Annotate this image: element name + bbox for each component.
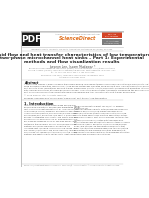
Text: Tel.: +1 765 494 5705; fax: +1 765 494 0539: Tel.: +1 765 494 5705; fax: +1 765 494 0… — [50, 72, 94, 73]
Text: HEAT AND
MASS TRANSFER: HEAT AND MASS TRANSFER — [105, 34, 119, 37]
Text: A new cooling scheme is proposed where the primary working fluid flowing through: A new cooling scheme is proposed where t… — [24, 84, 149, 85]
Bar — [102, 39, 122, 45]
Text: microprocessors exceeding 100 W, high-performance ra-: microprocessors exceeding 100 W, high-pe… — [24, 119, 78, 120]
Text: methods have been explored for dissipating the: methods have been explored for dissipati… — [24, 126, 70, 127]
Text: PDF: PDF — [21, 35, 41, 44]
Text: with single-phase systems at comparable pumping power. The system demonstrates t: with single-phase systems at comparable … — [24, 90, 149, 91]
Text: Boiling and Two-Phase Flow Laboratory (BTPFL), Purdue University International E: Boiling and Two-Phase Flow Laboratory (B… — [29, 67, 115, 69]
Text: Received 5 June 2007; received in revised form 16 February 2008: Received 5 June 2007; received in revise… — [41, 75, 103, 76]
Text: devices to integrated VLSI circuits, and now to high-end: devices to integrated VLSI circuits, and… — [24, 117, 77, 118]
Text: ics packaging: device, assembly, and module. Reduction: ics packaging: device, assembly, and mod… — [24, 111, 78, 112]
Text: have pushed heat dissipation from about 1 W for early: have pushed heat dissipation from about … — [24, 115, 76, 116]
Text: doi:10.1016/j.ijheatmasstransfer.2008.02.019   0017-9310/$ - see front matter © : doi:10.1016/j.ijheatmasstransfer.2008.02… — [24, 165, 120, 167]
Text: INTERNATIONAL JOURNAL OF HEAT AND MASS TRANSFER xx (2008) xxx-xxx: INTERNATIONAL JOURNAL OF HEAT AND MASS T… — [31, 48, 113, 50]
Text: heat fluxes to study flow patterns and heat transfer mechanisms. Results indicat: heat fluxes to study flow patterns and h… — [24, 88, 149, 89]
Text: methods and flow visualization results: methods and flow visualization results — [24, 60, 120, 64]
Bar — [102, 32, 122, 38]
Text: using a primary refrigeration cooling cycle. A flow-boiling system was simulated: using a primary refrigeration cooling cy… — [24, 86, 149, 87]
Text: optimizing channel geometry, developing new working: optimizing channel geometry, developing … — [74, 123, 127, 125]
Text: have been the primary obstacles to widespread utilization: have been the primary obstacles to wides… — [74, 132, 129, 133]
Text: sion cooling, jet impingement and spray cooling. These: sion cooling, jet impingement and spray … — [24, 132, 77, 133]
Text: to single-phase liquid flow makes two-phase micro-: to single-phase liquid flow makes two-ph… — [74, 111, 123, 112]
Text: dar modules exceeding 1000 W, and high-energy laser: dar modules exceeding 1000 W, and high-e… — [24, 121, 77, 122]
Text: of two-phase microchannel heat sinks.: of two-phase microchannel heat sinks. — [74, 134, 111, 135]
Text: two-phase microchannel heat sinks – Part 1: Experimental: two-phase microchannel heat sinks – Part… — [0, 56, 144, 60]
Text: Abstract: Abstract — [24, 81, 39, 85]
Text: in microelectronic feature sizes and higher clock speeds: in microelectronic feature sizes and hig… — [24, 113, 77, 114]
Text: Despite these advantages, practical applications of two-: Despite these advantages, practical appl… — [74, 115, 127, 116]
Text: Aggressive pursuit of better signal speed and superior: Aggressive pursuit of better signal spee… — [24, 105, 76, 106]
Text: Cooling Alliance (PUIECA), Mechanical Engineering Building, West Lafayette, IN 4: Cooling Alliance (PUIECA), Mechanical En… — [28, 69, 116, 71]
Text: flow instability and pressure oscillation problems that: flow instability and pressure oscillatio… — [74, 130, 125, 131]
Text: Available online at www.sciencedirect.com: Available online at www.sciencedirect.co… — [55, 34, 100, 35]
Text: Available online 6 May 2008: Available online 6 May 2008 — [59, 77, 85, 78]
Text: Recent studies have attempted to address these issues by: Recent studies have attempted to address… — [74, 121, 130, 123]
Text: Keywords: Two-phase flow; Microchannel; Flow boiling; Heat transfer; Low tempera: Keywords: Two-phase flow; Microchannel; … — [24, 97, 107, 99]
Text: fluids, and utilizing low-temperature refrigerants that: fluids, and utilizing low-temperature re… — [74, 126, 125, 127]
Text: phase microchannel heat sinks have been limited by the: phase microchannel heat sinks have been … — [74, 117, 128, 118]
Text: The high thermal capacity of two-phase flow compared: The high thermal capacity of two-phase f… — [74, 109, 128, 110]
Text: systems in the kW range. Several single-phase cooling: systems in the kW range. Several single-… — [24, 123, 76, 125]
Text: uid cooling (in both mini- and micro-channels), immer-: uid cooling (in both mini- and micro-cha… — [24, 130, 76, 131]
Text: cant increases in heat dissipation at all levels of electron-: cant increases in heat dissipation at al… — [24, 109, 79, 110]
Text: increased heat, including forced air cooling, forced liq-: increased heat, including forced air coo… — [24, 128, 76, 129]
Text: Jaeseon Lee, Issam Mudawar *: Jaeseon Lee, Issam Mudawar * — [49, 65, 95, 69]
Text: performance of electronic devices have precipitated signifi-: performance of electronic devices have p… — [24, 107, 80, 108]
Bar — [22, 32, 40, 46]
Text: © 2008 Elsevier Ltd. All rights reserved.: © 2008 Elsevier Ltd. All rights reserved… — [24, 94, 67, 96]
Text: lower the saturation pressure difference, thus alleviating: lower the saturation pressure difference… — [74, 128, 128, 129]
Text: ScienceDirect: ScienceDirect — [59, 36, 96, 41]
Text: channel heat sinks attractive for high-heat-flux cooling.: channel heat sinks attractive for high-h… — [74, 113, 127, 114]
Text: 1. Introduction: 1. Introduction — [24, 102, 54, 106]
Text: heat sinks and provides critical insight into flow boiling regimes and their cor: heat sinks and provides critical insight… — [24, 92, 136, 93]
Text: electronics [3].: electronics [3]. — [74, 107, 88, 109]
Text: Fluid flow and heat transfer characteristics of low temperature: Fluid flow and heat transfer characteris… — [0, 53, 149, 57]
Text: Int. J. Heat Mass
Transfer 51 (2008): Int. J. Heat Mass Transfer 51 (2008) — [104, 41, 119, 44]
Text: methods are effective up to certain limits. Heat sinks: methods are effective up to certain limi… — [24, 134, 74, 135]
Text: capable of dissipating about 130 W/cm² for defense: capable of dissipating about 130 W/cm² f… — [74, 105, 123, 107]
Text: large pressure drop associated with two-phase flow.: large pressure drop associated with two-… — [74, 119, 123, 121]
